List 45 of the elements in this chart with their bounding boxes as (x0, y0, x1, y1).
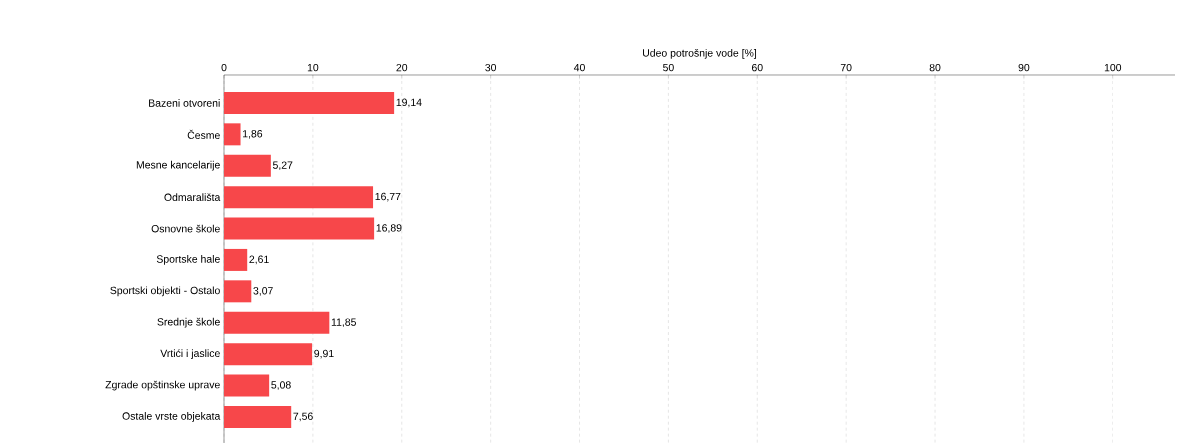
bar (224, 186, 374, 209)
x-tick-label: 70 (840, 63, 852, 72)
bar (224, 154, 271, 177)
x-tick-label: 30 (485, 63, 497, 72)
bar (224, 248, 248, 271)
x-tick-label: 0 (221, 63, 227, 72)
bar (224, 343, 313, 366)
x-tick-label: 100 (1104, 63, 1122, 72)
y-tick-label: Sportski objekti - Ostalo (110, 286, 220, 297)
data-label: 16,77 (375, 192, 401, 202)
bar (224, 91, 395, 114)
y-tick-label: Zgrade opštinske uprave (105, 380, 220, 391)
x-tick-label: 10 (307, 63, 319, 72)
data-label: 1,86 (243, 130, 263, 139)
data-label: 9,91 (314, 349, 334, 359)
data-label: 11,85 (331, 318, 356, 328)
data-label: 3,07 (253, 287, 273, 296)
data-label: 19,14 (396, 98, 422, 108)
y-tick-label: Odmarališta (164, 193, 221, 201)
y-tick-label: Česme (187, 129, 220, 139)
data-label: 16,89 (376, 224, 402, 233)
data-label: 5,08 (271, 381, 291, 390)
bar (224, 217, 375, 240)
y-tick-label: Sportske hale (156, 255, 220, 265)
data-label: 7,56 (293, 412, 313, 422)
bar (224, 311, 330, 334)
bar (224, 405, 292, 428)
x-tick-label: 90 (1018, 63, 1030, 72)
data-label: 2,61 (249, 255, 269, 265)
x-tick-label: 60 (752, 63, 763, 72)
bar (224, 280, 252, 303)
x-tick-label: 80 (929, 63, 941, 72)
y-tick-label: Mesne kancelarije (136, 160, 220, 171)
y-tick-label: Vrtići i jaslice (160, 349, 220, 360)
x-tick-label: 20 (396, 63, 408, 72)
y-tick-label: Bazeni otvoreni (149, 99, 220, 107)
y-tick-label: Srednje škole (157, 317, 220, 328)
x-axis-title: Udeo potrošnje vode [%] (643, 48, 757, 59)
data-label: 5,27 (272, 161, 293, 171)
x-tick-label: 50 (663, 63, 674, 72)
y-tick-label: Osnovne škole (151, 224, 220, 233)
bar (224, 123, 241, 146)
y-tick-label: Ostale vrste objekata (122, 412, 221, 422)
x-tick-label: 40 (573, 63, 585, 72)
bar (224, 374, 270, 397)
